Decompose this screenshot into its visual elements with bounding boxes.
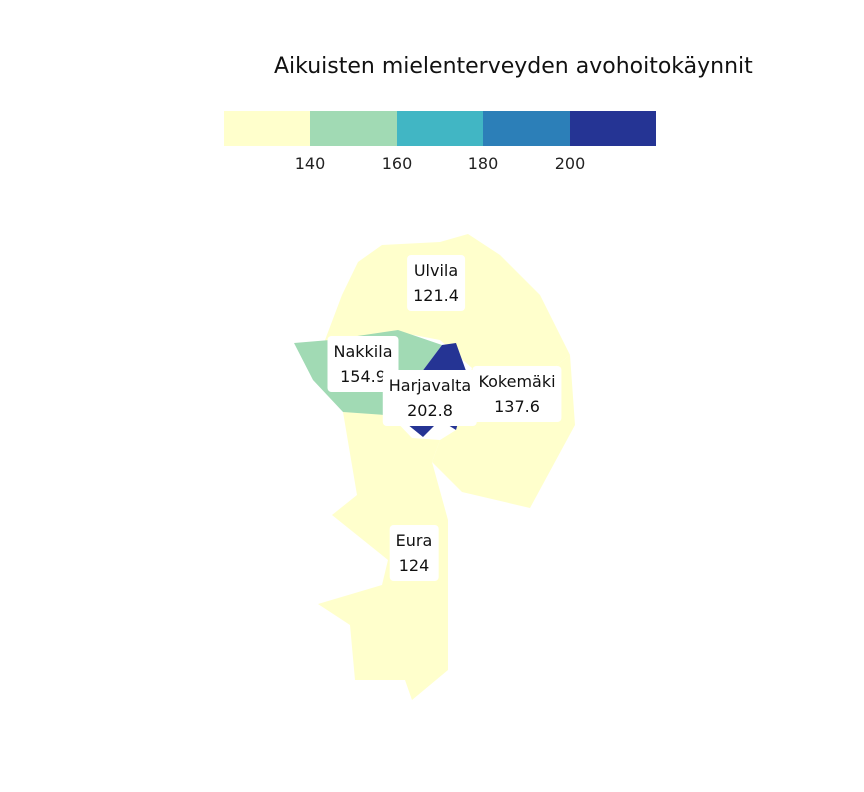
- legend-swatch-3: [396, 111, 484, 146]
- legend-swatch-4: [483, 111, 570, 146]
- region-value: 137.6: [494, 397, 540, 416]
- region-value: 202.8: [407, 401, 453, 420]
- region-value: 154.9: [340, 367, 386, 386]
- region-label-nakkila: Nakkila 154.9: [327, 336, 399, 392]
- legend-swatch-5: [569, 111, 657, 146]
- legend-tick-label: 180: [467, 154, 499, 173]
- legend-swatch-2: [310, 111, 397, 146]
- region-name: Ulvila: [413, 261, 459, 280]
- region-label-kokemaki: Kokemäki 137.6: [472, 366, 562, 422]
- region-value: 121.4: [413, 286, 459, 305]
- region-value: 124: [398, 556, 430, 575]
- legend-tick-label: 140: [294, 154, 326, 173]
- region-name: Kokemäki: [478, 372, 556, 391]
- region-name: Eura: [395, 531, 433, 550]
- region-name: Harjavalta: [388, 376, 472, 395]
- region-name: Nakkila: [333, 342, 393, 361]
- region-eura[interactable]: [318, 412, 448, 700]
- legend-tick-label: 200: [554, 154, 586, 173]
- legend-swatch-1: [224, 111, 311, 146]
- region-label-harjavalta: Harjavalta 202.8: [382, 370, 478, 426]
- map-title: Aikuisten mielenterveyden avohoitokäynni…: [274, 54, 753, 79]
- region-label-eura: Eura 124: [389, 525, 439, 581]
- color-legend: [224, 111, 657, 146]
- legend-tick-label: 160: [381, 154, 413, 173]
- region-label-ulvila: Ulvila 121.4: [407, 255, 465, 311]
